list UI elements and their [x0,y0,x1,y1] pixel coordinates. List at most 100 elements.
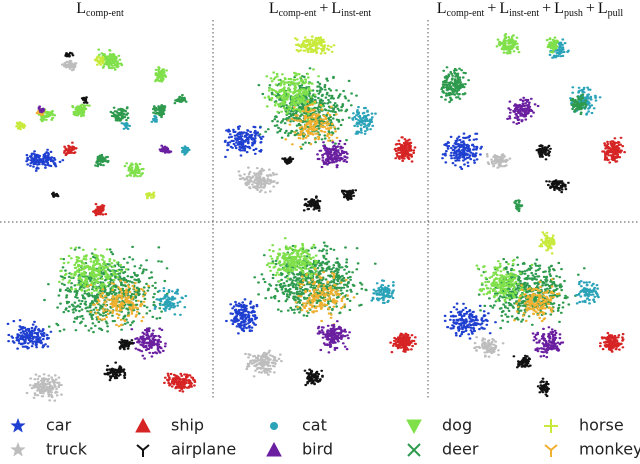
cluster [173,94,188,105]
legend-label: truck [46,440,88,459]
cluster [118,338,135,351]
cluster [389,332,417,354]
panel-title: Lcomp-ent + Linst-ent [269,0,372,19]
legend-marker [10,441,26,457]
legend-label: monkey [579,440,640,459]
cluster [475,258,534,303]
legend-label: cat [302,416,327,435]
cluster [51,191,60,198]
title-base: L [554,0,564,17]
legend-marker [407,443,421,457]
title-base: L [269,0,279,17]
cluster [393,136,417,163]
cluster [6,319,53,350]
cluster [535,144,552,161]
cluster [545,179,570,194]
title-base: L [437,0,447,17]
legend-label: airplane [171,440,236,459]
cluster [294,267,356,326]
legend-label: ship [171,416,204,435]
cluster [441,132,483,170]
cluster [15,121,27,131]
cluster [60,59,78,72]
cluster [284,100,339,148]
cluster [601,136,626,164]
cluster [513,199,524,213]
legend-marker [544,419,558,433]
legend-label: bird [302,440,333,459]
title-base: L [76,0,86,17]
legend-label: dog [442,416,472,435]
title-sub: inst-ent [341,8,371,19]
legend-label: deer [442,440,479,459]
cluster [294,35,336,55]
operator: + [542,0,551,17]
cluster [598,332,625,353]
cluster [316,139,349,169]
cluster [92,203,108,217]
cluster [123,162,145,178]
cluster [151,104,167,119]
cluster [506,96,540,125]
cluster [154,66,168,83]
legend-marker [406,419,422,435]
legend-marker [136,444,150,457]
cluster [103,361,127,382]
panel-title: Lcomp-ent + Linst-ent + Lpush + Lpull [437,0,624,19]
cluster [536,377,551,398]
cluster [120,122,131,130]
cluster [513,278,561,323]
title-sub: pull [608,8,624,19]
cluster [237,166,279,194]
cluster [265,237,319,285]
title-base: L [598,0,608,17]
cluster [473,336,505,358]
cluster [253,241,377,317]
panel-title: Lcomp-ent [76,0,124,19]
cluster [495,33,521,55]
cluster [150,115,158,123]
title-sub: push [564,8,583,19]
operator: + [487,0,496,17]
cluster [244,349,283,378]
title-sub: comp-ent [279,8,317,19]
cluster [158,144,173,154]
cluster [37,105,45,114]
cluster [569,93,588,116]
cluster [93,55,105,66]
cluster [302,195,322,212]
operator: + [586,0,595,17]
legend-marker [544,444,558,457]
title-base: L [499,0,509,17]
cluster [86,279,150,328]
cluster [58,246,128,295]
cluster [440,66,470,104]
cluster [316,320,351,354]
cluster [512,354,532,369]
cluster [145,191,156,200]
cluster [575,280,600,305]
cluster [180,145,191,156]
legend-marker [135,417,151,433]
cluster [351,106,377,135]
cluster [443,302,497,340]
cluster [80,96,89,104]
cluster [130,327,167,360]
cluster [163,372,197,393]
cluster [223,125,265,158]
legend-marker [270,422,278,430]
cluster [64,51,75,58]
cluster [71,103,91,118]
cluster [538,231,556,255]
title-sub: comp-ent [447,8,485,19]
cluster [25,148,65,172]
cluster [263,68,324,121]
cluster [281,156,295,165]
cluster [485,153,512,169]
cluster [109,106,130,122]
cluster [225,298,259,335]
cluster [545,36,560,54]
cluster [303,368,324,387]
legend-label: horse [579,416,624,435]
